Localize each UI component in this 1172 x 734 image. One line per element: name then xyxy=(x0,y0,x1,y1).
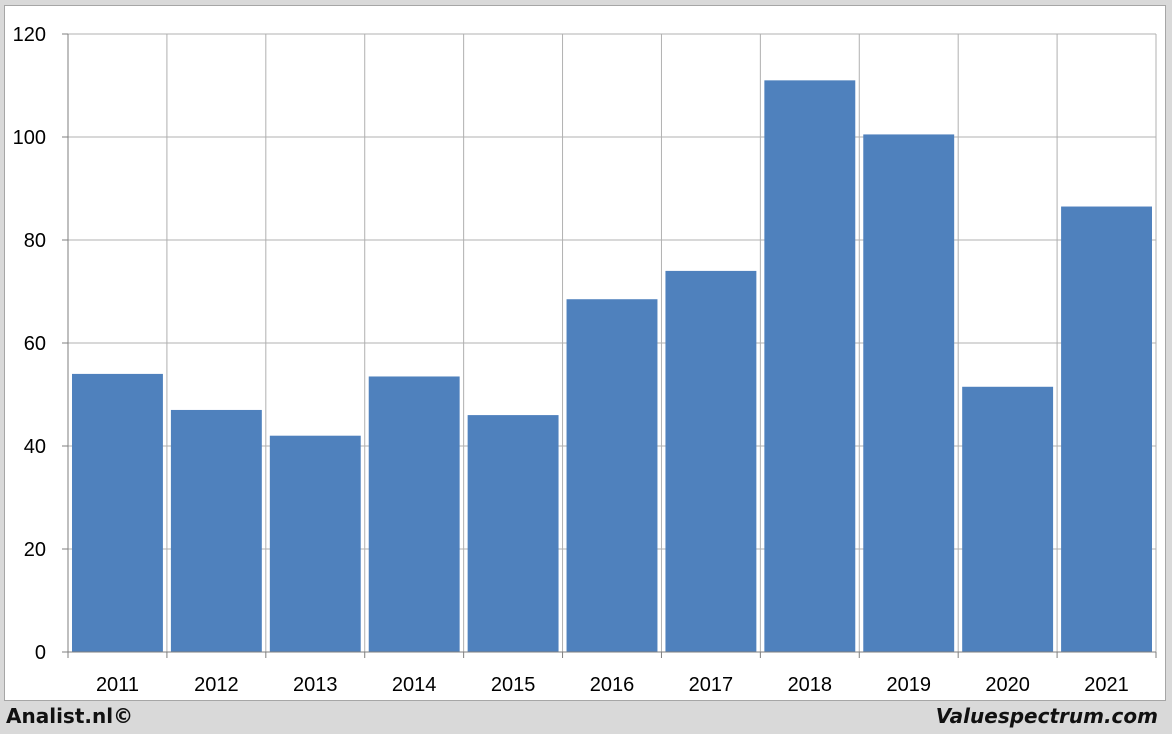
footer-source-left: Analist.nl© xyxy=(6,704,134,728)
x-tick-label: 2012 xyxy=(194,674,239,696)
y-tick-label: 120 xyxy=(13,24,46,46)
bar-2021 xyxy=(1061,206,1152,652)
y-tick-label: 60 xyxy=(24,333,46,355)
labels-layer: 0 20 40 60 80 100 120 2011 2012 2013 2014 2015 2016 2… xyxy=(13,24,1129,696)
bars-layer xyxy=(72,80,1152,653)
bar-2014 xyxy=(368,376,460,652)
y-tick-label: 40 xyxy=(24,436,46,458)
x-tick-label: 2015 xyxy=(491,674,536,696)
bar-2016 xyxy=(566,299,658,652)
bar-2018 xyxy=(764,80,856,653)
footer-source-right: Valuespectrum.com xyxy=(935,704,1158,728)
bar-2013 xyxy=(269,435,361,652)
x-tick-label: 2011 xyxy=(96,674,139,696)
x-tick-label: 2020 xyxy=(985,674,1030,696)
y-tick-label: 20 xyxy=(24,539,46,561)
bar-2020 xyxy=(962,386,1054,652)
y-tick-label: 100 xyxy=(13,127,46,149)
axis-layer xyxy=(62,33,1157,658)
x-tick-label: 2014 xyxy=(392,674,437,696)
bar-2019 xyxy=(863,134,955,653)
x-tick-label: 2016 xyxy=(590,674,635,696)
bar-2015 xyxy=(467,415,559,652)
x-tick-label: 2017 xyxy=(689,674,734,696)
y-tick-label: 0 xyxy=(35,642,46,664)
y-tick-label: 80 xyxy=(24,230,46,252)
bar-chart: 0 20 40 60 80 100 120 2011 2012 2013 2014 2015 2016 2… xyxy=(13,24,1157,696)
bar-2017 xyxy=(665,270,757,652)
x-tick-label: 2019 xyxy=(886,674,931,696)
x-tick-label: 2018 xyxy=(788,674,833,696)
bar-2012 xyxy=(170,409,262,652)
bar-2011 xyxy=(72,373,163,652)
x-tick-label: 2021 xyxy=(1084,674,1129,696)
x-tick-label: 2013 xyxy=(293,674,338,696)
